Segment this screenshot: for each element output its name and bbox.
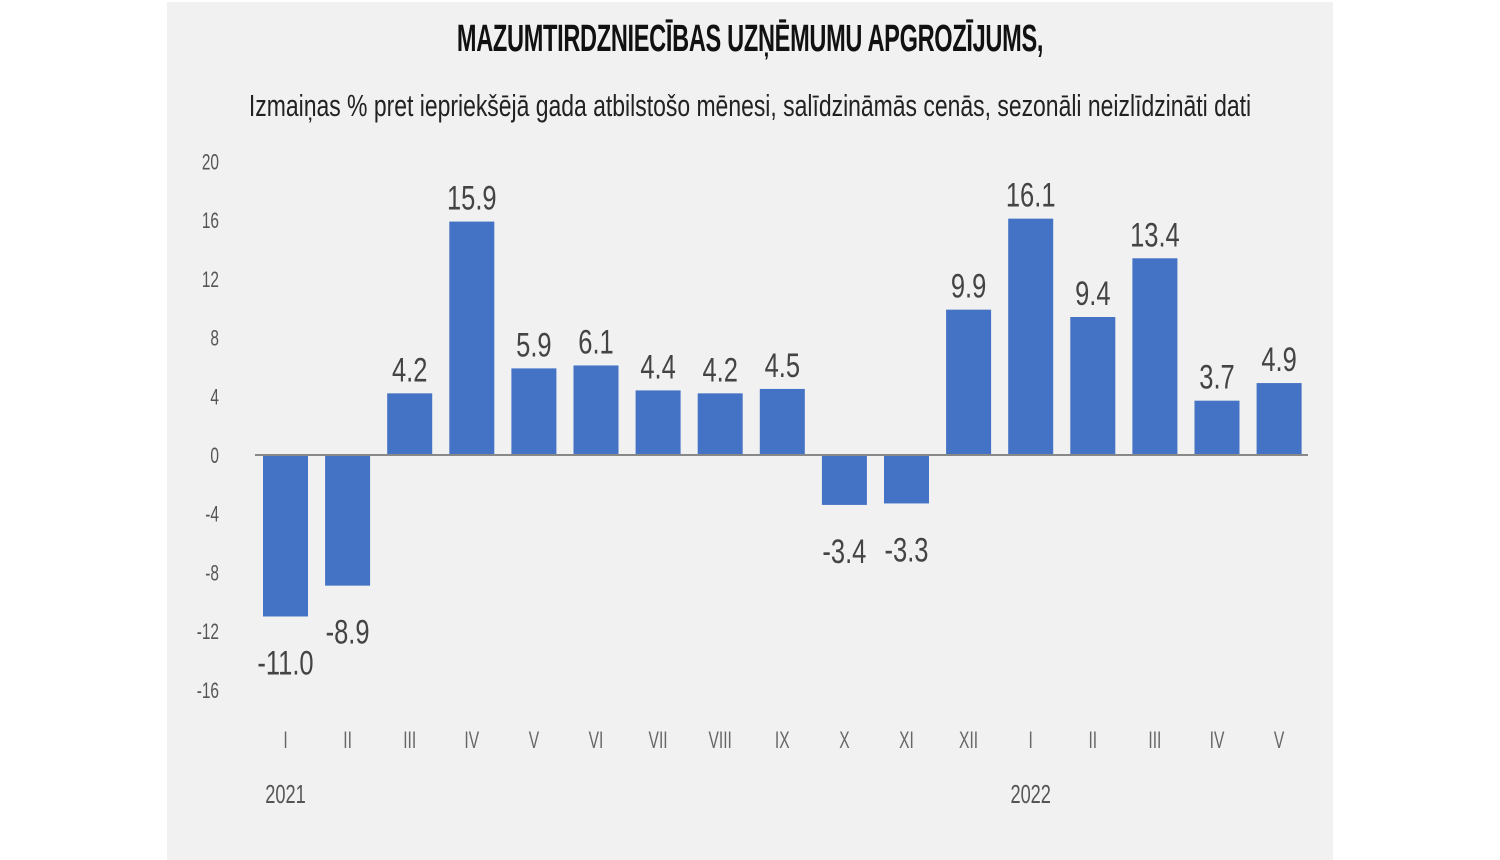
year-labels: 2021 2022 — [265, 780, 1051, 809]
bar — [511, 368, 557, 455]
data-label: 16.1 — [1006, 177, 1056, 214]
data-label: 15.9 — [447, 180, 497, 217]
y-axis: 20 16 12 8 4 0 -4 -8 -12 -16 — [197, 151, 219, 704]
x-tick-label: X — [839, 728, 850, 754]
data-label: 4.2 — [702, 352, 737, 389]
x-tick-label: I — [1029, 728, 1033, 754]
data-label: 9.9 — [951, 268, 986, 305]
y-tick-label: 4 — [210, 386, 219, 410]
data-label: 4.5 — [765, 348, 800, 385]
y-tick-label: 12 — [202, 268, 219, 292]
y-tick-label: 20 — [202, 151, 219, 175]
data-label: 13.4 — [1130, 217, 1180, 254]
data-label: 4.4 — [640, 349, 675, 386]
bar — [759, 388, 805, 455]
y-tick-label: -4 — [205, 503, 219, 527]
bar — [573, 365, 619, 455]
chart-subtitle: Izmaiņas % pret iepriekšējā gada atbilst… — [248, 88, 1252, 123]
data-label: 6.1 — [578, 324, 613, 361]
x-tick-label: I — [283, 728, 287, 754]
y-tick-label: 8 — [210, 327, 219, 351]
x-tick-label: IX — [775, 728, 790, 754]
chart-title: MAZUMTIRDZNIECĪBAS UZŅĒMUMU APGROZĪJUMS, — [456, 18, 1044, 60]
bar — [1256, 383, 1302, 455]
y-tick-label: -12 — [197, 621, 219, 645]
y-tick-label: -16 — [197, 679, 219, 703]
bar — [325, 455, 371, 586]
data-label: 3.7 — [1199, 359, 1234, 396]
y-tick-label: 16 — [202, 210, 219, 234]
data-label: 5.9 — [516, 327, 551, 364]
x-tick-label: V — [529, 728, 540, 754]
x-tick-label: XII — [959, 728, 978, 754]
bar — [1008, 218, 1054, 455]
data-label: -3.4 — [822, 533, 866, 570]
x-tick-label: III — [1148, 728, 1161, 754]
x-tick-label: XI — [899, 728, 914, 754]
data-label: 9.4 — [1075, 276, 1110, 313]
y-tick-label: -8 — [205, 562, 219, 586]
data-label: -11.0 — [257, 645, 313, 682]
bar — [946, 309, 992, 455]
year-label: 2021 — [265, 780, 305, 809]
data-label: -8.9 — [326, 614, 370, 651]
data-label: 4.2 — [392, 352, 427, 389]
x-tick-label: II — [343, 728, 352, 754]
x-tick-label: III — [403, 728, 416, 754]
bar — [884, 455, 929, 504]
x-axis: I II III IV V VI VII VIII IX X XI XII I II III IV V — [283, 728, 1284, 754]
bar — [1132, 258, 1178, 455]
x-tick-label: IV — [1210, 728, 1225, 754]
bar — [263, 455, 308, 617]
data-label: 4.9 — [1261, 342, 1296, 379]
bar — [697, 393, 743, 455]
bars — [263, 218, 1302, 617]
x-tick-label: VII — [649, 728, 668, 754]
bar — [1070, 317, 1116, 455]
year-label: 2022 — [1010, 780, 1050, 809]
x-tick-label: VIII — [708, 728, 731, 754]
bar — [635, 390, 681, 455]
bar — [449, 221, 495, 455]
data-labels: -11.0 -8.9 4.2 15.9 5.9 6.1 4.4 4.2 4.5 -3.4 -3.3 9… — [257, 177, 1296, 682]
x-tick-label: VI — [589, 728, 604, 754]
x-tick-label: V — [1274, 728, 1285, 754]
y-tick-label: 0 — [210, 444, 219, 468]
bar — [821, 455, 867, 505]
bar — [387, 393, 433, 455]
bar — [1194, 400, 1240, 455]
x-tick-label: IV — [464, 728, 479, 754]
data-label: -3.3 — [885, 532, 929, 569]
x-tick-label: II — [1088, 728, 1097, 754]
